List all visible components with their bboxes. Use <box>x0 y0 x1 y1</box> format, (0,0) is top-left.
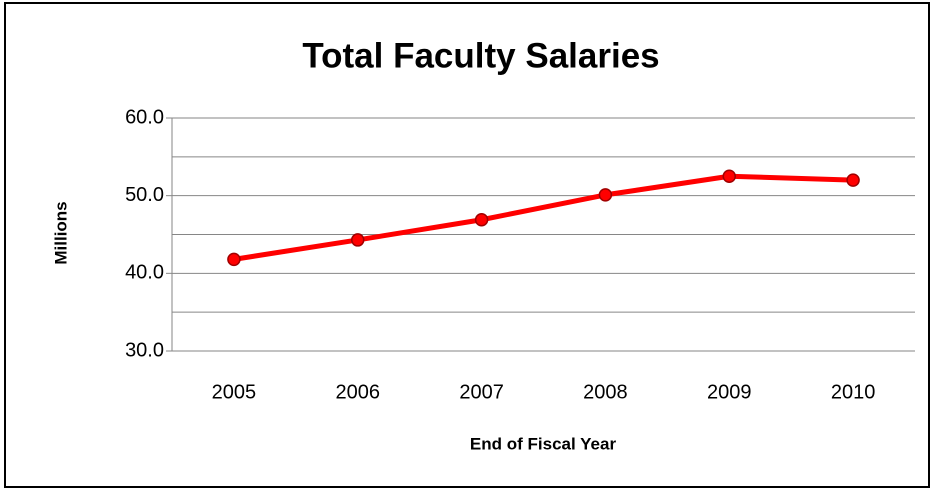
x-tick-label: 2007 <box>459 381 504 403</box>
x-tick-label: 2010 <box>831 381 876 403</box>
chart-title: Total Faculty Salaries <box>302 36 659 75</box>
chart-border <box>4 2 930 488</box>
y-tick-label: 40.0 <box>125 262 164 284</box>
y-tick-label: 60.0 <box>125 106 164 128</box>
y-tick-label: 50.0 <box>125 184 164 206</box>
x-axis-label: End of Fiscal Year <box>470 434 617 453</box>
y-tick-label: 30.0 <box>125 339 164 361</box>
x-tick-label: 2008 <box>583 381 628 403</box>
marker <box>722 169 736 183</box>
x-tick-label: 2009 <box>707 381 752 403</box>
marker <box>227 252 241 267</box>
y-axis-label: Millions <box>51 201 70 264</box>
marker <box>598 188 613 202</box>
x-tick-label: 2005 <box>212 381 257 403</box>
marker <box>846 173 860 187</box>
x-tick-label: 2006 <box>336 381 381 403</box>
marker <box>351 233 365 247</box>
marker <box>474 212 489 227</box>
line <box>233 173 854 262</box>
